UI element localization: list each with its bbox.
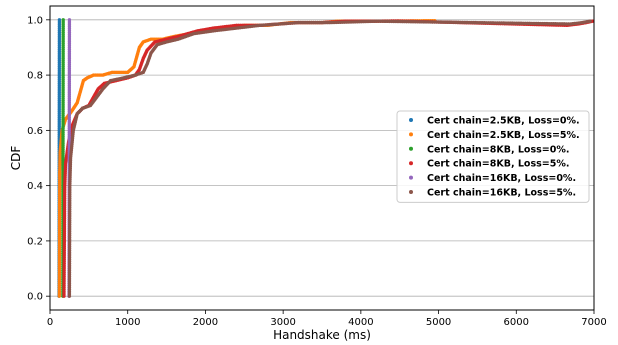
legend-label: Cert chain=2.5KB, Loss=5%. bbox=[427, 130, 580, 141]
x-tick-label: 5000 bbox=[426, 317, 451, 328]
legend-marker bbox=[409, 175, 413, 180]
legend-marker bbox=[409, 161, 413, 166]
series-group bbox=[67, 19, 592, 298]
legend-marker bbox=[409, 132, 413, 137]
y-tick-label: 0.2 bbox=[27, 236, 43, 247]
y-tick-label: 0.4 bbox=[27, 181, 43, 192]
data-point bbox=[61, 18, 65, 22]
data-point bbox=[588, 19, 592, 23]
legend-label: Cert chain=16KB, Loss=0%. bbox=[427, 173, 576, 184]
legend-label: Cert chain=8KB, Loss=0%. bbox=[427, 144, 569, 155]
y-tick-label: 0.8 bbox=[27, 71, 43, 82]
x-tick-label: 6000 bbox=[504, 317, 529, 328]
legend: Cert chain=2.5KB, Loss=0%. Cert chain=2.5… bbox=[396, 110, 590, 203]
legend-marker bbox=[409, 118, 413, 122]
x-tick-label: 1000 bbox=[115, 317, 140, 328]
legend-marker bbox=[409, 146, 413, 151]
plot-frame bbox=[49, 5, 595, 311]
legend-marker bbox=[409, 190, 413, 194]
series-group bbox=[57, 18, 437, 298]
x-tick-label: 0 bbox=[47, 317, 53, 328]
legend-label: Cert chain=8KB, Loss=5%. bbox=[427, 159, 569, 170]
y-tick-label: 0.6 bbox=[27, 126, 43, 137]
x-axis-label: Handshake (ms) bbox=[273, 328, 371, 342]
data-point bbox=[590, 19, 595, 23]
legend-box bbox=[396, 110, 590, 203]
y-tick-label: 0.0 bbox=[27, 292, 43, 303]
data-point bbox=[67, 18, 72, 22]
x-tick-label: 3000 bbox=[270, 317, 295, 328]
x-tick-label: 2000 bbox=[193, 317, 218, 328]
data-point bbox=[57, 18, 62, 22]
legend-label: Cert chain=16KB, Loss=5%. bbox=[427, 188, 576, 199]
y-tick-label: 1.0 bbox=[27, 15, 43, 26]
legend-label: Cert chain=2.5KB, Loss=0%. bbox=[427, 116, 580, 127]
x-tick-label: 7000 bbox=[581, 317, 606, 328]
x-tick-label: 4000 bbox=[348, 317, 373, 328]
y-axis-label: CDF bbox=[9, 146, 23, 171]
